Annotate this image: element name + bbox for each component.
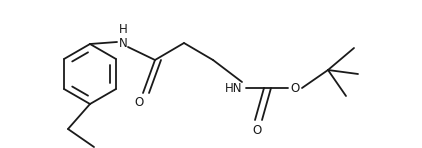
Text: O: O xyxy=(290,82,300,95)
Text: O: O xyxy=(252,123,262,136)
Text: N: N xyxy=(119,37,127,49)
Text: H: H xyxy=(119,22,127,36)
Text: HN: HN xyxy=(225,82,243,95)
Text: O: O xyxy=(134,96,143,110)
